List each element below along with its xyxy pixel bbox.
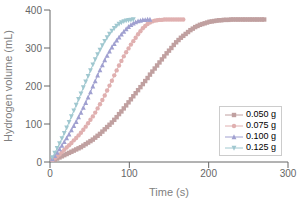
svg-text:300: 300 [25, 43, 42, 54]
html-text:0.075 g: 0.075 g [246, 120, 276, 130]
svg-text:0: 0 [36, 157, 42, 168]
svg-text:200: 200 [25, 81, 42, 92]
svg-text:200: 200 [200, 168, 217, 179]
svg-text:Hydrogen volume (mL): Hydrogen volume (mL) [8, 30, 14, 142]
svg-text:0: 0 [47, 168, 53, 179]
svg-text:100: 100 [25, 119, 42, 130]
svg-text:Time (s): Time (s) [149, 186, 189, 198]
svg-text:300: 300 [280, 168, 292, 179]
html-text:0.050 g: 0.050 g [246, 109, 276, 119]
svg-text:400: 400 [25, 5, 42, 16]
html-text:0.100 g: 0.100 g [246, 131, 276, 141]
html-text:0.125 g: 0.125 g [246, 142, 276, 152]
svg-text:100: 100 [121, 168, 138, 179]
